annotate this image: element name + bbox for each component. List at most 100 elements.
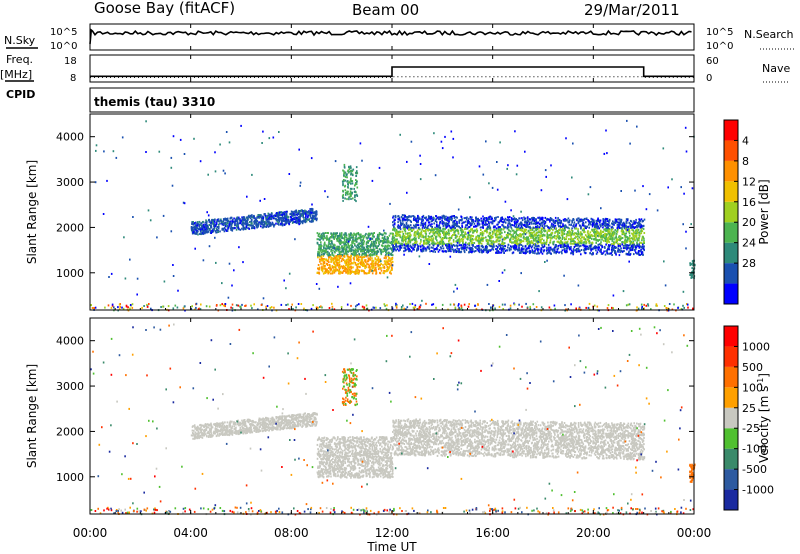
echo-cell <box>342 259 345 261</box>
echo-cell <box>350 254 352 257</box>
echo-cell <box>520 234 522 237</box>
echo-cell <box>546 233 549 236</box>
echo-cell <box>225 218 228 220</box>
echo-cell <box>398 226 401 229</box>
echo-cell <box>486 226 489 228</box>
echo-cell <box>523 216 525 219</box>
echo-cell <box>544 222 547 225</box>
echo-cell <box>223 230 226 233</box>
echo-cell <box>489 231 491 234</box>
echo-cell <box>533 239 535 242</box>
echo-cell <box>470 251 472 253</box>
echo-cell <box>315 214 317 217</box>
echo-cell <box>464 245 466 248</box>
echo-cell <box>532 235 534 238</box>
nave-ytick-top: 60 <box>706 56 719 67</box>
echo-cell <box>324 251 326 254</box>
echo-cell <box>413 216 416 219</box>
echo-cell <box>599 232 602 235</box>
echo-cell <box>577 220 580 223</box>
echo-cell <box>285 210 288 213</box>
echo-cell <box>385 249 388 252</box>
echo-cell <box>601 246 604 249</box>
echo-cell <box>361 254 363 257</box>
echo-cell <box>372 262 375 265</box>
echo-cell <box>329 243 331 246</box>
echo-cell <box>612 236 614 239</box>
echo-cell <box>347 246 349 249</box>
echo-cell <box>336 259 338 262</box>
echo-cell <box>331 256 333 259</box>
echo-cell <box>350 247 352 250</box>
echo-cell <box>596 224 599 227</box>
echo-cell <box>499 244 501 247</box>
echo-cell <box>556 234 559 237</box>
echo-cell <box>510 233 512 236</box>
echo-cell <box>199 227 202 230</box>
echo-cell <box>365 261 367 263</box>
echo-cell <box>343 243 345 246</box>
echo-cell <box>494 233 497 236</box>
echo-cell <box>447 230 450 233</box>
echo-cell <box>222 223 225 226</box>
echo-cell <box>387 237 389 240</box>
echo-cell <box>531 245 534 248</box>
echo-cell <box>373 248 376 251</box>
echo-cell <box>410 215 412 218</box>
echo-cell <box>637 231 639 234</box>
echo-cell <box>348 248 351 251</box>
echo-cell <box>576 243 579 246</box>
echo-cell <box>476 224 479 227</box>
echo-cell <box>401 214 404 217</box>
echo-cell <box>642 228 645 230</box>
echo-cell <box>535 229 538 232</box>
echo-cell <box>608 221 610 224</box>
echo-cell <box>359 248 362 250</box>
echo-cell <box>218 225 220 228</box>
echo-cell <box>587 248 590 251</box>
echo-cell <box>341 241 344 244</box>
echo-cell <box>371 268 373 271</box>
cpid-panel: themis (tau) 3310 <box>89 87 695 113</box>
echo-cell <box>463 249 465 252</box>
echo-cell <box>570 245 572 248</box>
echo-cell <box>624 233 626 235</box>
echo-cell <box>363 235 366 238</box>
echo-cell <box>427 241 430 244</box>
echo-cell <box>422 219 424 222</box>
echo-cell <box>565 226 568 229</box>
echo-cell <box>264 221 267 224</box>
echo-cell <box>340 265 343 268</box>
echo-cell <box>515 233 518 236</box>
echo-cell <box>614 250 616 252</box>
echo-cell <box>443 250 445 253</box>
echo-cell <box>358 256 360 259</box>
echo-cell <box>342 270 345 272</box>
echo-cell <box>346 246 348 249</box>
echo-cell <box>571 240 573 242</box>
echo-cell <box>246 222 249 225</box>
echo-cell <box>595 249 597 252</box>
echo-cell <box>639 233 641 236</box>
echo-cell <box>603 237 606 240</box>
echo-cell <box>394 216 397 219</box>
echo-cell <box>468 244 471 247</box>
echo-cell <box>446 237 448 240</box>
echo-cell <box>324 270 327 273</box>
echo-cell <box>203 226 206 229</box>
echo-cell <box>488 239 490 242</box>
echo-cell <box>340 260 343 263</box>
echo-cell <box>235 224 238 227</box>
echo-cell <box>440 216 443 219</box>
echo-cell <box>373 253 376 256</box>
echo-cell <box>336 269 339 271</box>
echo-cell <box>304 216 307 219</box>
echo-cell <box>357 232 360 234</box>
echo-cell <box>528 232 531 235</box>
echo-cell <box>498 242 500 245</box>
echo-cell <box>595 225 598 228</box>
echo-cell <box>549 246 552 249</box>
echo-cell <box>517 219 519 222</box>
echo-cell <box>546 231 548 234</box>
echo-cell <box>558 225 560 228</box>
